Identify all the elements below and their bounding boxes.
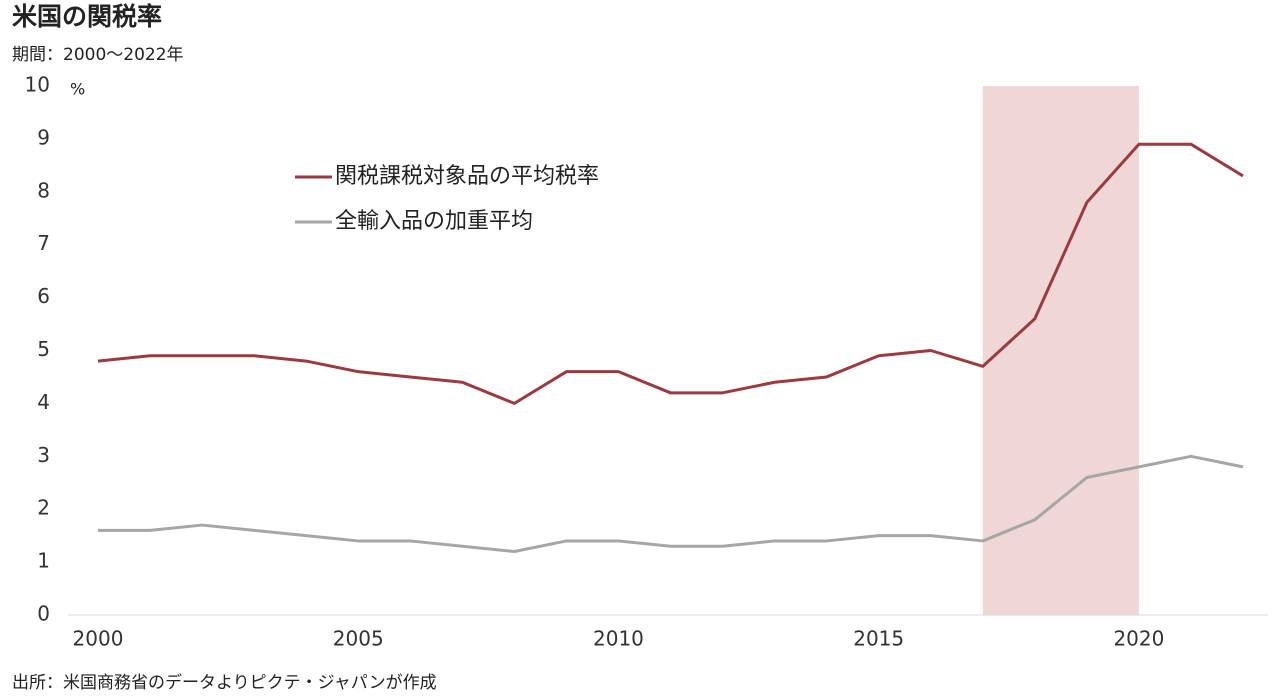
y-tick-label: 7 [37, 231, 50, 255]
x-tick-label: 2015 [853, 627, 904, 651]
series-line [97, 142, 1244, 405]
y-tick-label: 0 [37, 602, 50, 626]
y-tick-label: 8 [37, 178, 50, 202]
legend-label: 関税課税対象品の平均税率 [335, 164, 599, 189]
chart-subtitle: 期間：2000～2022年 [12, 45, 184, 65]
y-unit: % [70, 80, 85, 99]
x-tick-label: 2010 [593, 627, 644, 651]
highlight-band [982, 86, 1139, 615]
series-line [98, 454, 1244, 554]
y-tick-label: 3 [37, 443, 50, 467]
x-tick-label: 2000 [73, 627, 124, 651]
y-tick-label: 6 [37, 284, 50, 308]
y-tick-label: 10 [25, 73, 50, 97]
y-tick-label: 2 [37, 496, 50, 520]
x-tick-label: 2020 [1113, 627, 1164, 651]
y-tick-label: 9 [37, 125, 50, 149]
y-tick-label: 1 [37, 549, 50, 573]
legend-label: 全輸入品の加重平均 [335, 209, 533, 234]
y-tick-label: 4 [37, 390, 50, 414]
x-tick-label: 2005 [333, 627, 384, 651]
chart-title: 米国の関税率 [12, 2, 162, 31]
y-tick-label: 5 [37, 337, 50, 361]
source-note: 出所：米国商務省のデータよりピクテ・ジャパンが作成 [12, 672, 437, 693]
